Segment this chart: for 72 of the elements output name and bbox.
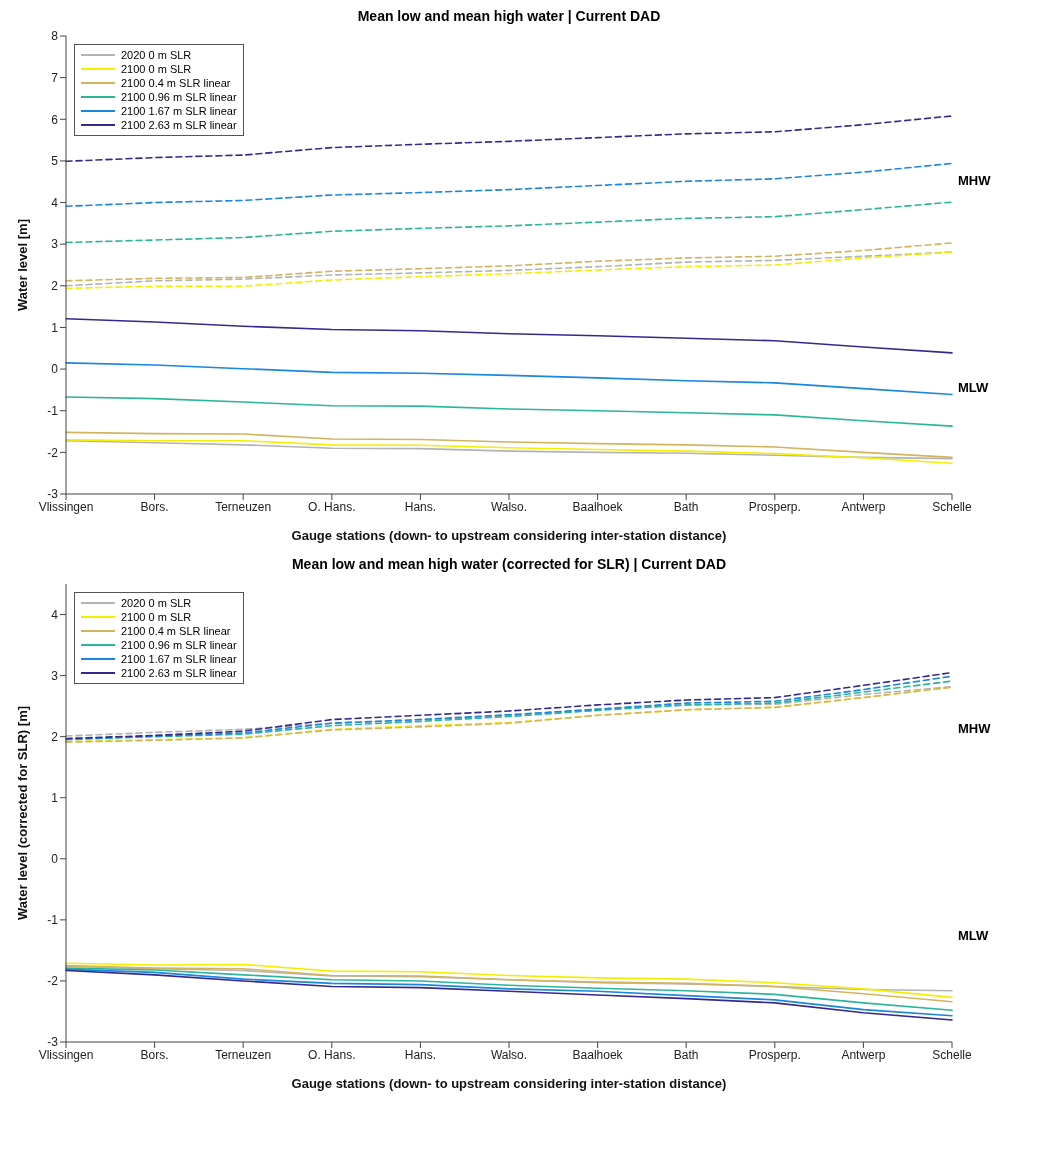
line-series [65, 242, 953, 282]
y-tick-label: 8 [51, 29, 59, 44]
legend-label: 2020 0 m SLR [121, 48, 192, 62]
x-tick-label: Bors. [140, 499, 169, 514]
x-tick-label: O. Hans. [308, 1047, 356, 1062]
y-tick-label: -2 [47, 974, 59, 989]
legend-label: 2100 1.67 m SLR linear [121, 104, 237, 118]
legend-label: 2100 2.63 m SLR linear [121, 118, 237, 132]
x-tick-label: Bath [673, 1047, 699, 1062]
line-series [65, 396, 953, 427]
y-axis-title: Water level [m] [14, 219, 30, 311]
x-axis-title: Gauge stations (down- to upstream considering inter-station distance) [291, 528, 727, 543]
y-tick-label: 4 [51, 195, 59, 210]
y-tick-label: 0 [51, 362, 59, 377]
y-axis-title: Water level (corrected for SLR) [m] [14, 705, 30, 921]
legend-label: 2100 1.67 m SLR linear [121, 652, 237, 666]
line-series [65, 115, 953, 163]
x-tick-label: O. Hans. [308, 499, 356, 514]
line-series [65, 162, 953, 208]
text: MLW [958, 379, 989, 395]
y-tick-label: 1 [51, 790, 59, 805]
y-tick-label: 2 [51, 279, 59, 294]
y-tick-label: 5 [51, 154, 59, 169]
x-tick-label: Hans. [404, 1047, 437, 1062]
y-tick-label: -2 [47, 445, 59, 460]
legend-label: 2100 0 m SLR [121, 610, 192, 624]
y-tick-label: -1 [47, 403, 59, 418]
x-tick-label: Antwerp [841, 1047, 886, 1062]
text: MHW [958, 173, 991, 189]
y-tick-label: 4 [51, 607, 59, 622]
legend-label: 2100 0.96 m SLR linear [121, 90, 237, 104]
y-tick-label: -1 [47, 913, 59, 928]
x-tick-label: Walso. [490, 1047, 528, 1062]
x-tick-label: Terneuzen [215, 499, 272, 514]
x-tick-label: Prosperp. [748, 1047, 801, 1062]
x-tick-label: Baalhoek [572, 1047, 624, 1062]
x-tick-label: Antwerp [841, 499, 886, 514]
legend-label: 2100 2.63 m SLR linear [121, 666, 237, 680]
legend-label: 2100 0.96 m SLR linear [121, 638, 237, 652]
x-tick-label: Baalhoek [572, 499, 624, 514]
x-tick-label: Bors. [140, 1047, 169, 1062]
line-series [65, 201, 953, 244]
text: MHW [958, 721, 991, 737]
legend-label: 2100 0.4 m SLR linear [121, 624, 231, 638]
y-tick-label: 7 [51, 70, 59, 85]
y-tick-label: 1 [51, 320, 59, 335]
x-axis-title: Gauge stations (down- to upstream considering inter-station distance) [291, 1076, 727, 1091]
legend-label: 2020 0 m SLR [121, 596, 192, 610]
x-tick-label: Terneuzen [215, 1047, 272, 1062]
x-tick-label: Hans. [404, 499, 437, 514]
x-tick-label: Vlissingen [38, 499, 94, 514]
y-tick-label: -3 [47, 1035, 59, 1050]
x-tick-label: Bath [673, 499, 699, 514]
y-tick-label: 3 [51, 668, 59, 683]
line-series [65, 362, 953, 396]
x-tick-label: Prosperp. [748, 499, 801, 514]
legend-label: 2100 0 m SLR [121, 62, 192, 76]
x-tick-label: Walso. [490, 499, 528, 514]
y-tick-label: 2 [51, 729, 59, 744]
x-tick-label: Schelle [932, 1047, 972, 1062]
line-series [65, 317, 953, 354]
y-tick-label: -3 [47, 487, 59, 502]
text: MLW [958, 927, 989, 943]
line-series [65, 431, 953, 459]
y-tick-label: 3 [51, 237, 59, 252]
y-tick-label: 6 [51, 112, 59, 127]
y-tick-label: 0 [51, 852, 59, 867]
x-tick-label: Schelle [932, 499, 972, 514]
chart-title: Mean low and mean high water | Current DAD [356, 8, 662, 26]
x-tick-label: Vlissingen [38, 1047, 94, 1062]
legend-label: 2100 0.4 m SLR linear [121, 76, 231, 90]
chart-title: Mean low and mean high water (corrected for SLR) | Current DAD [290, 556, 728, 574]
